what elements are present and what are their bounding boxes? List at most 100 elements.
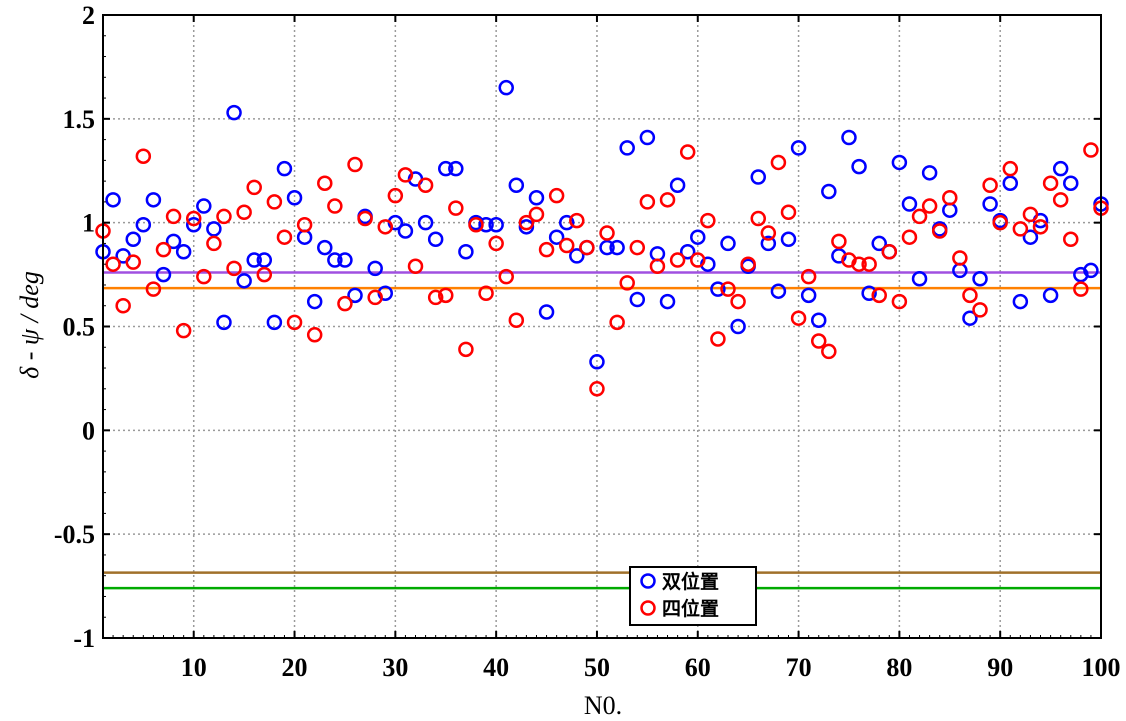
- point-双位置-77: [861, 285, 877, 302]
- point-双位置-36: [448, 160, 464, 177]
- point-双位置-10: [185, 216, 202, 233]
- point-四位置-92: [1012, 221, 1029, 237]
- point-四位置-65: [740, 256, 756, 272]
- point-双位置-47: [558, 214, 575, 231]
- x-axis-label: N0.: [584, 691, 622, 720]
- point-四位置-49: [579, 239, 595, 256]
- point-双位置-2: [105, 192, 121, 208]
- point-双位置-45: [538, 304, 555, 320]
- x-tick-label: 60: [685, 653, 711, 682]
- point-四位置-18: [266, 194, 283, 210]
- x-tick-label: 10: [181, 653, 207, 682]
- point-双位置-6: [145, 192, 162, 208]
- point-四位置-78: [871, 287, 887, 304]
- point-四位置-32: [407, 258, 424, 275]
- y-tick-label: 0: [82, 416, 95, 445]
- point-双位置-11: [196, 198, 212, 214]
- grid: [103, 15, 1101, 638]
- point-双位置-58: [669, 177, 686, 194]
- point-四位置-46: [548, 187, 565, 204]
- point-双位置-40: [488, 216, 504, 233]
- point-双位置-54: [629, 291, 646, 308]
- point-双位置-93: [1022, 229, 1039, 245]
- point-双位置-4: [125, 231, 141, 248]
- point-四位置-45: [538, 241, 555, 258]
- point-双位置-97: [1063, 175, 1079, 191]
- point-四位置-35: [437, 287, 454, 304]
- point-双位置-46: [548, 229, 565, 245]
- point-四位置-3: [115, 297, 131, 314]
- point-四位置-10: [185, 210, 202, 227]
- point-四位置-71: [800, 268, 817, 285]
- point-双位置-44: [528, 189, 545, 206]
- point-双位置-18: [266, 314, 283, 331]
- point-四位置-83: [921, 198, 938, 214]
- point-四位置-63: [720, 281, 736, 297]
- point-双位置-25: [337, 252, 353, 268]
- point-双位置-75: [841, 129, 857, 146]
- point-四位置-16: [246, 179, 262, 196]
- point-四位置-97: [1063, 231, 1079, 248]
- point-双位置-60: [690, 229, 706, 245]
- point-双位置-64: [730, 318, 746, 335]
- point-四位置-9: [175, 322, 192, 339]
- point-四位置-94: [1032, 219, 1049, 235]
- point-双位置-95: [1042, 287, 1059, 304]
- legend-label-双位置: 双位置: [662, 570, 719, 593]
- point-双位置-15: [236, 273, 252, 289]
- legend-label-四位置: 四位置: [662, 597, 719, 620]
- point-四位置-51: [599, 225, 615, 241]
- point-双位置-56: [649, 246, 666, 262]
- y-tick-label: 1: [82, 209, 95, 238]
- x-tick-label: 70: [786, 653, 812, 682]
- point-双位置-82: [911, 270, 928, 287]
- point-双位置-14: [226, 104, 242, 121]
- point-四位置-13: [216, 208, 232, 225]
- point-四位置-36: [448, 200, 464, 216]
- point-四位置-17: [256, 266, 273, 283]
- point-双位置-59: [679, 243, 696, 260]
- point-四位置-95: [1042, 175, 1059, 191]
- point-四位置-89: [982, 177, 998, 194]
- point-四位置-87: [962, 287, 978, 304]
- point-双位置-96: [1052, 160, 1069, 177]
- y-tick-label: 1.5: [63, 105, 96, 134]
- point-四位置-68: [770, 154, 787, 171]
- point-四位置-14: [226, 260, 242, 277]
- point-双位置-57: [659, 293, 676, 310]
- point-双位置-21: [296, 229, 313, 245]
- x-tick-label: 30: [382, 653, 408, 682]
- point-四位置-53: [619, 275, 635, 291]
- point-双位置-76: [851, 158, 867, 175]
- legend: 双位置 四位置: [629, 566, 757, 626]
- point-四位置-85: [942, 189, 958, 206]
- point-双位置-7: [155, 266, 172, 283]
- legend-marker-四位置: [640, 600, 656, 616]
- point-四位置-26: [347, 156, 363, 173]
- point-双位置-8: [165, 233, 182, 250]
- y-tick-label: 2: [82, 1, 95, 30]
- y-tick-label: 0.5: [63, 313, 96, 342]
- point-双位置-68: [770, 283, 787, 299]
- point-四位置-88: [972, 302, 988, 318]
- point-四位置-86: [952, 250, 968, 266]
- point-双位置-20: [286, 189, 303, 206]
- point-四位置-15: [236, 204, 252, 221]
- point-双位置-88: [972, 270, 988, 287]
- point-双位置-26: [347, 287, 363, 304]
- point-四位置-19: [276, 229, 293, 245]
- point-双位置-41: [498, 79, 514, 96]
- plot-frame: [102, 14, 1102, 639]
- point-双位置-85: [942, 202, 958, 218]
- point-四位置-90: [992, 214, 1008, 231]
- point-双位置-80: [891, 154, 908, 171]
- point-四位置-79: [881, 243, 898, 260]
- point-四位置-99: [1083, 142, 1099, 158]
- point-四位置-12: [206, 235, 222, 252]
- point-四位置-47: [558, 237, 575, 254]
- point-双位置-63: [720, 235, 736, 252]
- point-双位置-24: [327, 252, 343, 268]
- point-双位置-48: [569, 248, 585, 264]
- y-axis-ticks: -1 -0.5 0 0.5 1 1.5 2: [54, 1, 1101, 653]
- x-tick-label: 80: [886, 653, 912, 682]
